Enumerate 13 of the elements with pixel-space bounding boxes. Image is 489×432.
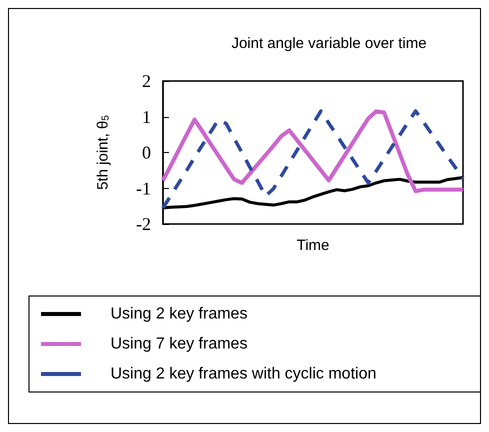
y-tick-label: 0 [142, 142, 151, 162]
legend-label: Using 7 key frames [110, 336, 248, 352]
legend-label: Using 2 key frames with cyclic motion [110, 366, 376, 382]
legend-label: Using 2 key frames [110, 306, 248, 322]
y-axis-title: 5th joint, θ5 [94, 114, 112, 190]
y-tick-label: 1 [142, 106, 151, 127]
line-series [161, 109, 465, 194]
line-series [161, 109, 465, 210]
chart-title: Joint angle variable over time [231, 35, 427, 52]
y-tick-label: -2 [136, 214, 151, 234]
y-tick-label: 2 [142, 71, 151, 91]
x-axis-title: Time [296, 237, 330, 254]
y-tick-label: -1 [136, 178, 151, 198]
